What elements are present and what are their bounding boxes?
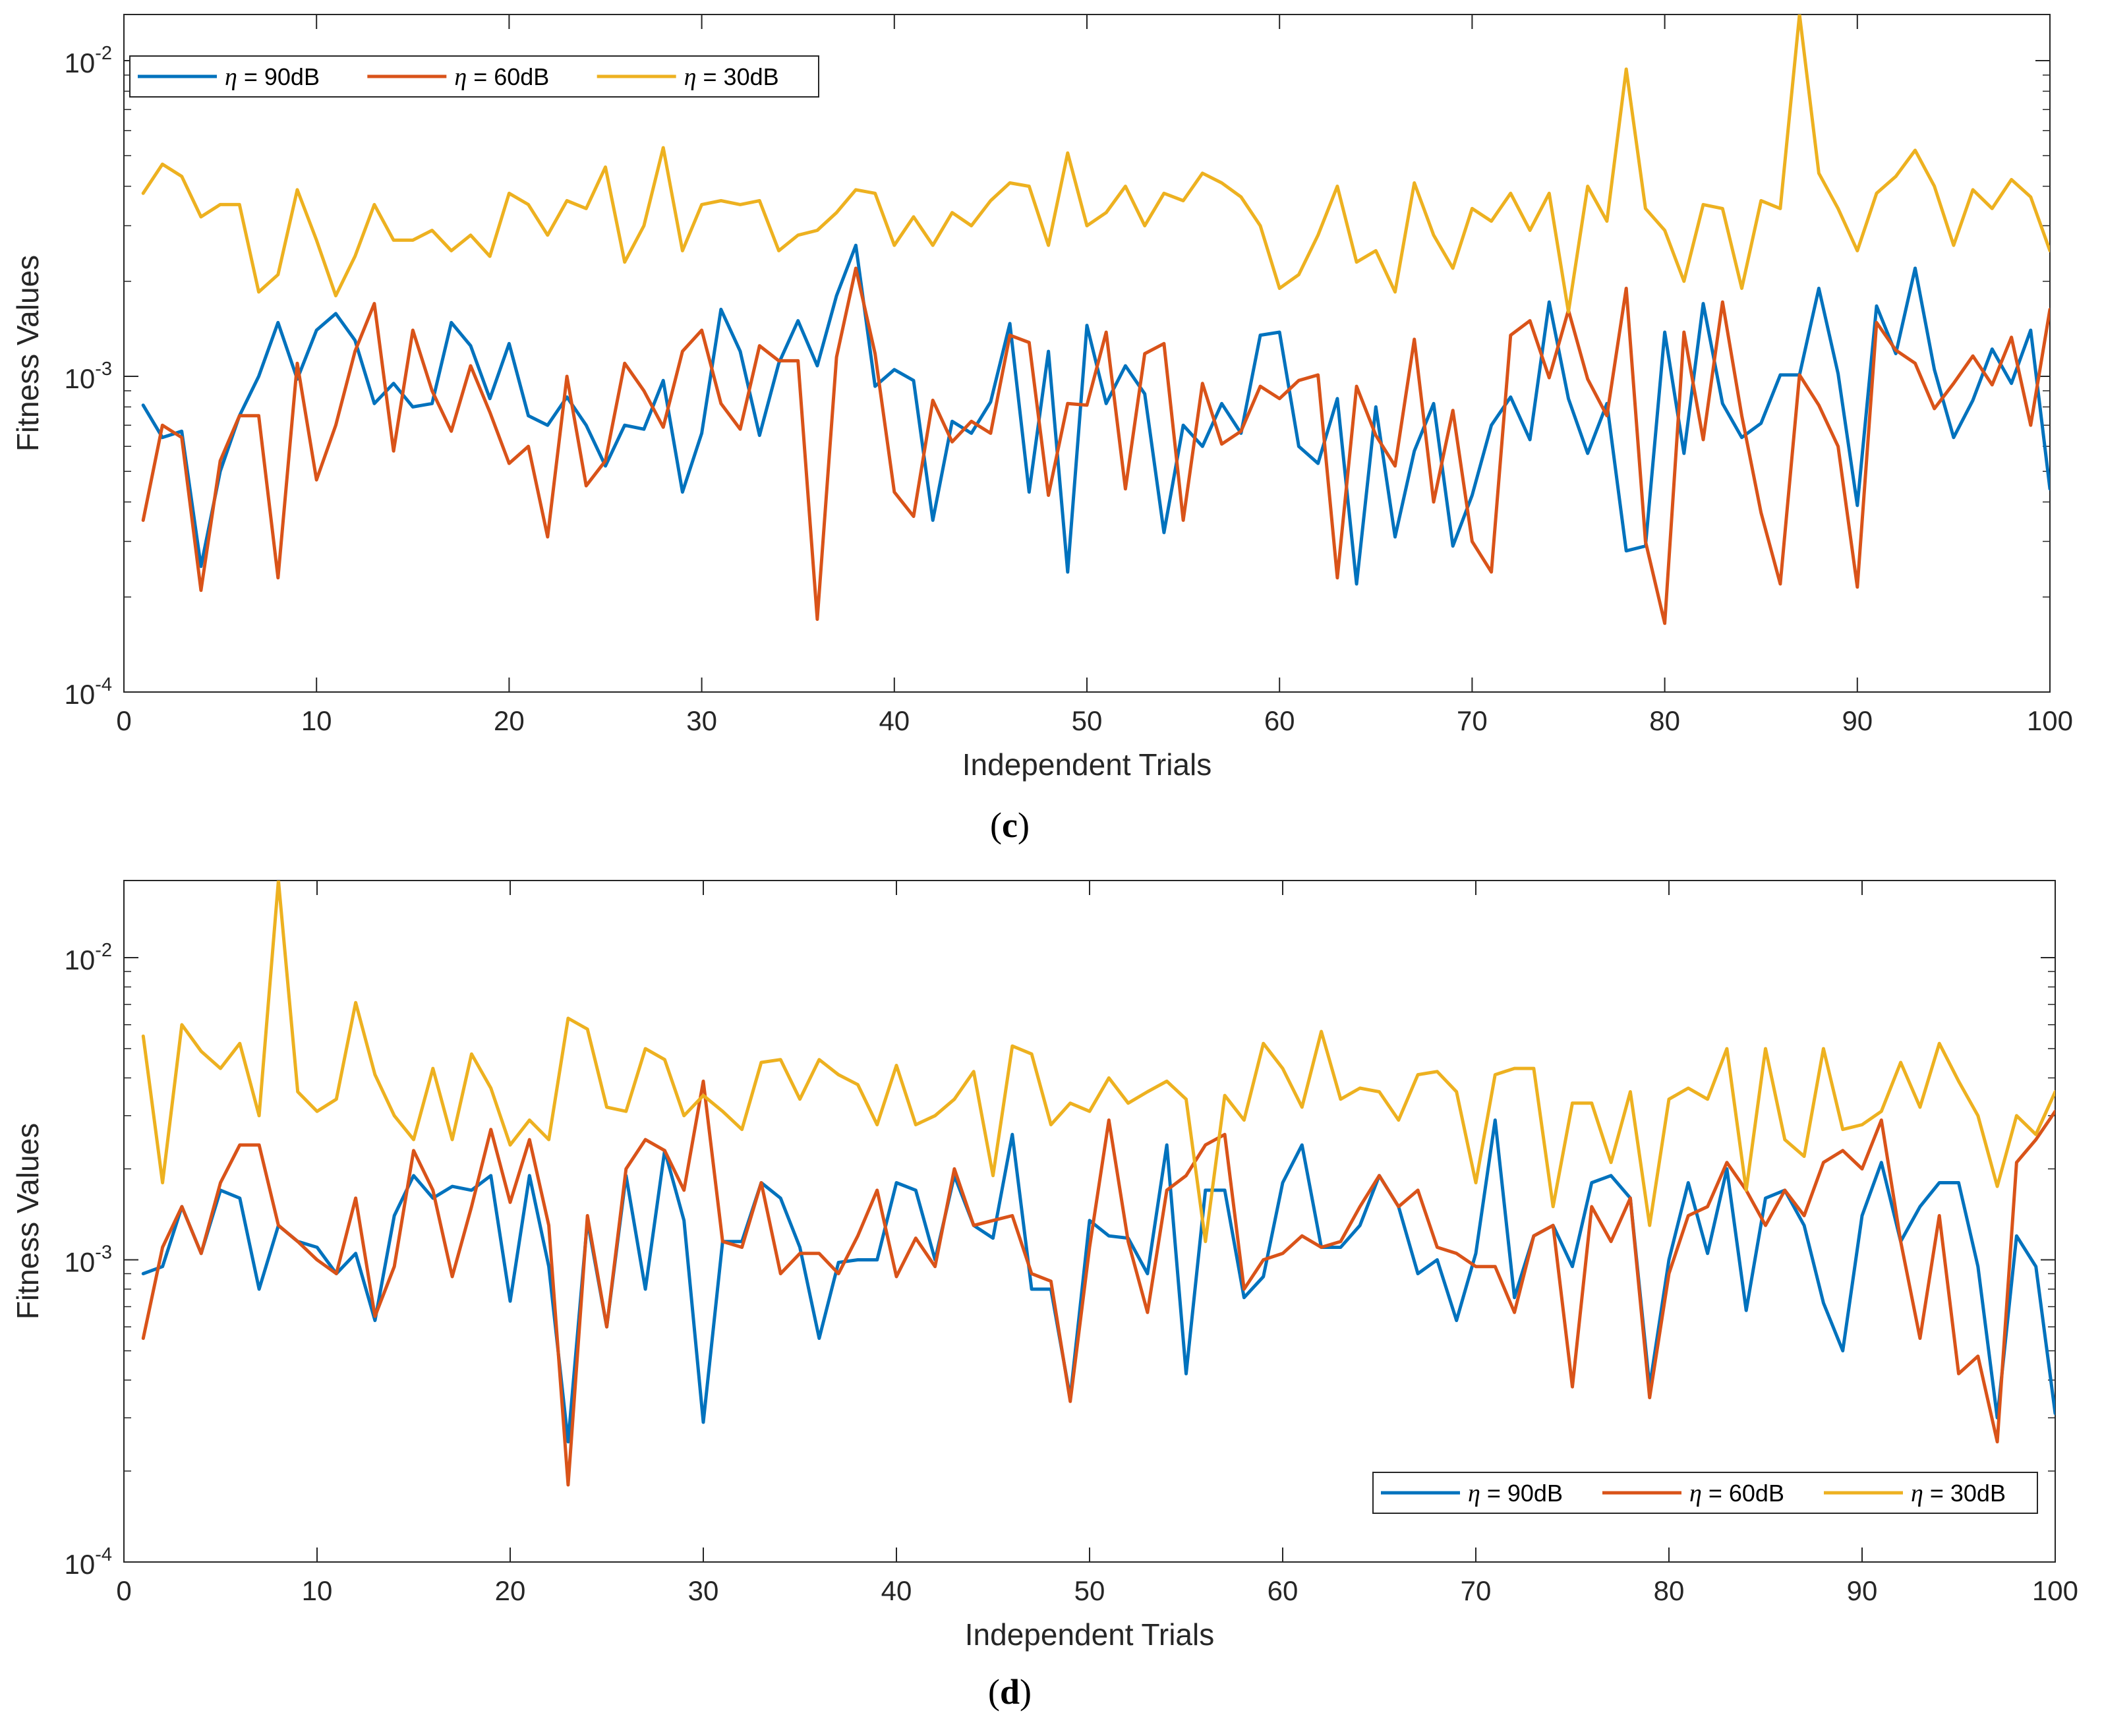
legend-label: = 30dB [697, 63, 779, 90]
x-tick-label: 20 [495, 1575, 526, 1606]
y-tick-base: 10 [64, 944, 95, 975]
legend-label: = 90dB [1480, 1480, 1563, 1507]
caption-letter: c [1002, 805, 1018, 845]
y-tick-base: 10 [64, 679, 95, 710]
legend-label: = 60dB [1702, 1480, 1784, 1507]
legend-label: = 30dB [1923, 1480, 2006, 1507]
y-tick-exponent: -2 [95, 43, 112, 64]
x-tick-label: 40 [879, 705, 910, 736]
x-tick-label: 80 [1654, 1575, 1685, 1606]
legend: η = 90dB η = 60dB η = 30dB [1372, 1472, 2038, 1514]
x-tick-label: 100 [2027, 705, 2073, 736]
legend-entry: η = 90dB [225, 63, 320, 91]
y-tick-exponent: -4 [95, 1544, 112, 1565]
series-line-90db [141, 1118, 2055, 1444]
legend-symbol: η [225, 63, 237, 91]
plot-area [123, 14, 2051, 693]
caption-open-paren: ( [988, 1672, 1000, 1712]
legend-symbol: η [1468, 1480, 1480, 1507]
legend-box [1372, 1472, 2038, 1514]
x-tick-label: 70 [1461, 1575, 1492, 1606]
y-tick-label: 10-2 [64, 43, 112, 78]
chart-panel-c: 0 10 20 30 40 50 60 70 80 90 10010-410-310-2Indepe… [11, 14, 2073, 845]
y-tick-label: 10-4 [64, 1544, 112, 1580]
y-tick-base: 10 [64, 47, 95, 78]
x-axis-title: Independent Trials [965, 1617, 1215, 1652]
y-tick-label: 10-4 [64, 674, 112, 710]
x-tick-label: 60 [1268, 1575, 1299, 1606]
series-line-30db [141, 881, 2055, 1244]
x-tick-label: 10 [302, 1575, 333, 1606]
x-tick-label: 100 [2032, 1575, 2078, 1606]
x-tick-label: 60 [1264, 705, 1295, 736]
y-tick-exponent: -2 [95, 940, 112, 961]
series-group [141, 14, 2050, 625]
chart-panel-d: 0 10 20 30 40 50 60 70 80 90 10010-410-310-2Indepe… [11, 880, 2078, 1712]
y-axis-title: Fitness Values [11, 255, 45, 451]
x-tick-label: 50 [1072, 705, 1103, 736]
series-line-30db [141, 14, 2050, 314]
y-tick-label: 10-2 [64, 940, 112, 975]
panel-caption: (d) [988, 1672, 1032, 1712]
x-tick-label: 30 [686, 705, 717, 736]
legend-box [129, 55, 819, 98]
y-tick-exponent: -3 [95, 359, 112, 380]
x-tick-label: 50 [1074, 1575, 1105, 1606]
y-tick-label: 10-3 [64, 1242, 112, 1278]
x-tick-label: 90 [1842, 705, 1873, 736]
caption-close-paren: ) [1018, 805, 1030, 845]
caption-open-paren: ( [990, 805, 1002, 845]
x-tick-label: 0 [116, 705, 131, 736]
x-tick-label: 10 [301, 705, 332, 736]
series-line-60db [141, 1080, 2055, 1487]
panel-caption: (c) [990, 805, 1030, 845]
caption-close-paren: ) [1020, 1672, 1032, 1712]
legend-symbol: η [454, 63, 467, 91]
y-axis-title: Fitness Values [11, 1123, 45, 1319]
series-group [141, 881, 2055, 1487]
x-axis-title: Independent Trials [962, 747, 1212, 782]
y-tick-base: 10 [64, 1549, 95, 1580]
x-tick-label: 90 [1847, 1575, 1878, 1606]
series-line-60db [141, 266, 2050, 625]
x-tick-label: 70 [1457, 705, 1488, 736]
x-tick-label: 30 [688, 1575, 719, 1606]
legend: η = 90dB η = 60dB η = 30dB [129, 55, 819, 98]
y-tick-label: 10-3 [64, 359, 112, 394]
legend-symbol: η [1911, 1480, 1923, 1507]
caption-letter: d [1000, 1672, 1020, 1712]
x-tick-label: 0 [116, 1575, 131, 1606]
legend-entry: η = 60dB [1689, 1480, 1784, 1507]
legend-entry: η = 60dB [454, 63, 549, 91]
x-tick-label: 40 [881, 1575, 912, 1606]
y-tick-base: 10 [64, 1247, 95, 1278]
y-tick-base: 10 [64, 363, 95, 394]
legend-label: = 90dB [237, 63, 320, 90]
legend-symbol: η [1689, 1480, 1702, 1507]
legend-label: = 60dB [467, 63, 549, 90]
y-tick-exponent: -4 [95, 674, 112, 695]
legend-entry: η = 30dB [1911, 1480, 2006, 1507]
x-tick-label: 80 [1649, 705, 1680, 736]
legend-entry: η = 30dB [684, 63, 779, 91]
x-tick-label: 20 [494, 705, 525, 736]
y-tick-exponent: -3 [95, 1242, 112, 1263]
legend-symbol: η [684, 63, 697, 91]
legend-entry: η = 90dB [1468, 1480, 1563, 1507]
